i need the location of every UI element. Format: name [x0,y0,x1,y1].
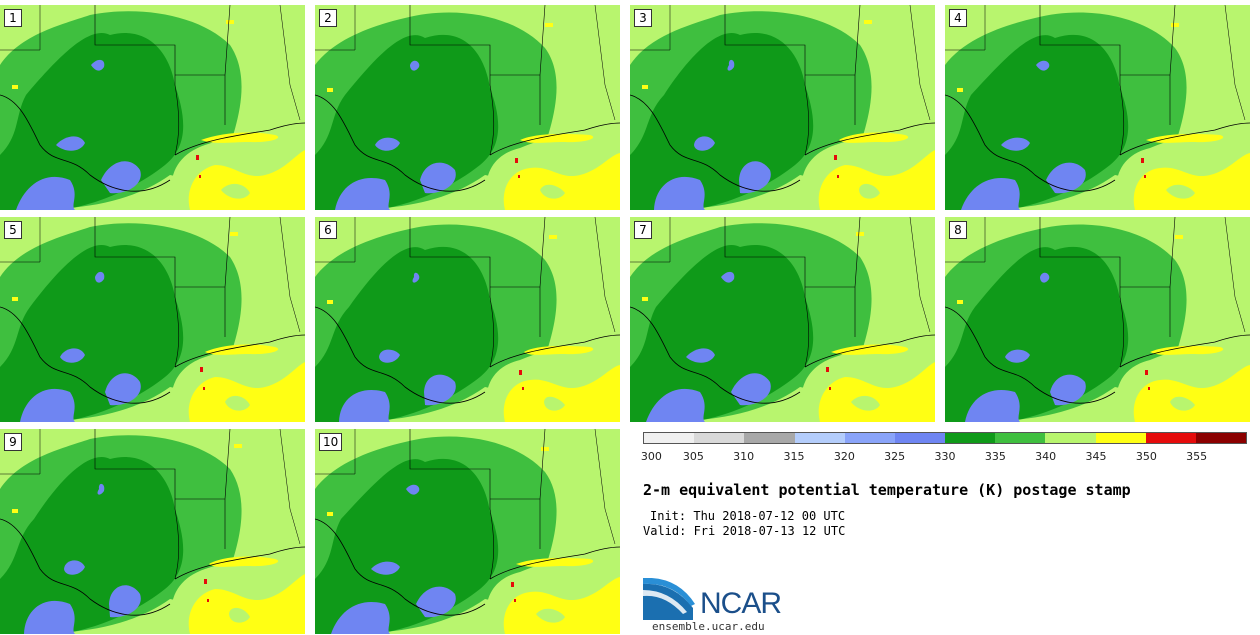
colorbar-segment [894,433,946,443]
map-panel-6[interactable]: 6 [315,217,620,422]
map-panel-7[interactable]: 7 [630,217,935,422]
colorbar-tick-label: 345 [1085,450,1107,463]
panel-number: 6 [319,221,337,239]
colorbar-tick-label: 320 [833,450,855,463]
colorbar-segment [995,433,1046,443]
ncar-logo-icon [643,578,695,620]
colorbar-tick-label: 355 [1186,450,1208,463]
colorbar-segment [744,433,795,443]
colorbar-segment [844,433,895,443]
colorbar-segment [1095,433,1146,443]
colorbar-tick-label: 305 [682,450,704,463]
colorbar-tick-label: 335 [984,450,1006,463]
map-panel-2[interactable]: 2 [315,5,620,210]
map-image [315,217,620,422]
panel-number: 5 [4,221,22,239]
panel-number: 8 [949,221,967,239]
map-image [0,429,305,634]
panel-number: 7 [634,221,652,239]
map-image [945,5,1250,210]
colorbar-tick-label: 350 [1135,450,1157,463]
panel-number: 3 [634,9,652,27]
colorbar-tick-label: 315 [783,450,805,463]
map-panel-5[interactable]: 5 [0,217,305,422]
logo-text: NCAR [700,587,782,620]
colorbar [643,432,1247,444]
panel-number: 10 [319,433,343,451]
colorbar-ticks: 300 305 310 315 320 325 330 335 340 345 350 355 [640,450,1247,464]
chart-title: 2-m equivalent potential temperature (K)… [643,481,1131,499]
colorbar-segment [1145,433,1196,443]
colorbar-tick-label: 325 [884,450,906,463]
colorbar-segment [644,433,695,443]
colorbar-tick-label: 340 [1035,450,1057,463]
map-image [315,5,620,210]
logo-url[interactable]: ensemble.ucar.edu [652,620,765,633]
map-panel-4[interactable]: 4 [945,5,1250,210]
panel-number: 1 [4,9,22,27]
valid-time: Valid: Fri 2018-07-13 12 UTC [643,524,846,538]
colorbar-tick-label: 330 [934,450,956,463]
map-image [315,429,620,634]
colorbar-segment [1195,433,1247,443]
colorbar-segment [1045,433,1096,443]
map-panel-8[interactable]: 8 [945,217,1250,422]
colorbar-tick-label: 310 [733,450,755,463]
map-image [0,5,305,210]
init-time: Init: Thu 2018-07-12 00 UTC [650,509,846,523]
map-image [945,217,1250,422]
panel-number: 2 [319,9,337,27]
colorbar-segment [945,433,996,443]
map-panel-10[interactable]: 10 [315,429,620,634]
map-panel-3[interactable]: 3 [630,5,935,210]
colorbar-segment [694,433,745,443]
map-panel-1[interactable]: 1 [0,5,305,210]
map-image [630,5,935,210]
colorbar-segment [794,433,845,443]
map-image [0,217,305,422]
colorbar-tick-label: 300 [640,450,662,463]
panel-number: 9 [4,433,22,451]
map-image [630,217,935,422]
panel-number: 4 [949,9,967,27]
map-panel-9[interactable]: 9 [0,429,305,634]
